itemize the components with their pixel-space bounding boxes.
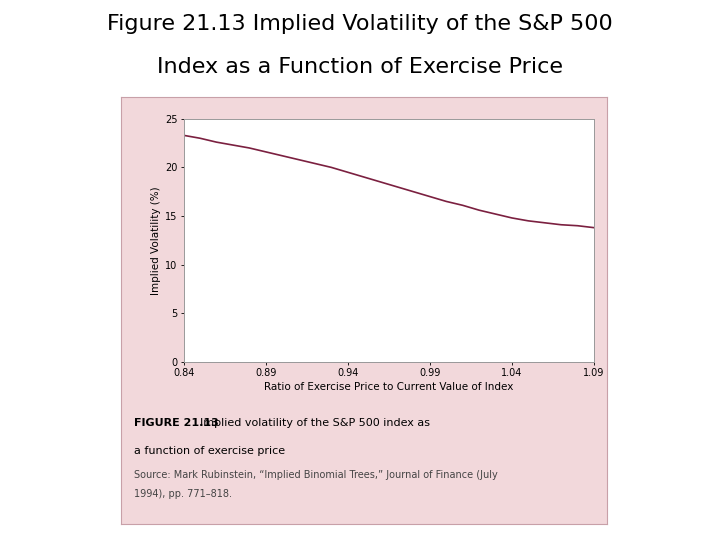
Text: Implied volatility of the S&P 500 index as: Implied volatility of the S&P 500 index … bbox=[193, 418, 430, 429]
Text: Index as a Function of Exercise Price: Index as a Function of Exercise Price bbox=[157, 57, 563, 77]
Text: FIGURE 21.13: FIGURE 21.13 bbox=[134, 418, 219, 429]
Y-axis label: Implied Volatility (%): Implied Volatility (%) bbox=[150, 186, 161, 295]
Text: 1994), pp. 771–818.: 1994), pp. 771–818. bbox=[134, 489, 232, 499]
X-axis label: Ratio of Exercise Price to Current Value of Index: Ratio of Exercise Price to Current Value… bbox=[264, 382, 513, 392]
Text: Figure 21.13 Implied Volatility of the S&P 500: Figure 21.13 Implied Volatility of the S… bbox=[107, 14, 613, 33]
Text: Source: Mark Rubinstein, “Implied Binomial Trees,” Journal of Finance (July: Source: Mark Rubinstein, “Implied Binomi… bbox=[134, 470, 498, 480]
Text: a function of exercise price: a function of exercise price bbox=[134, 446, 285, 456]
